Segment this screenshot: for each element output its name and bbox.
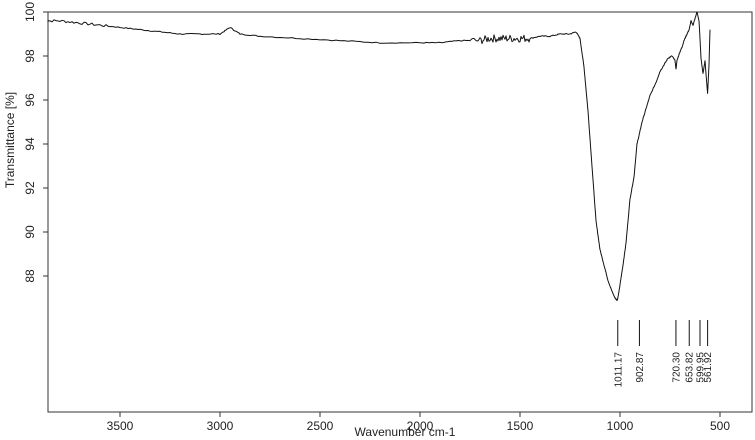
peak-label: 902.87 [635,352,646,383]
spectrum-line [47,11,711,302]
peak-label: 561.92 [703,352,714,383]
x-tick-label: 2500 [307,419,334,433]
x-axis-title: Wavenumber cm-1 [355,425,456,439]
x-tick-label: 3000 [207,419,234,433]
y-tick-label: 96 [23,93,37,107]
peak-label: 720.30 [671,352,682,383]
y-axis: 88 90 92 94 96 98 100 [23,2,48,283]
y-tick-label: 92 [23,181,37,195]
x-tick-label: 3500 [107,419,134,433]
y-tick-label: 98 [23,49,37,63]
x-axis: 3500 3000 2500 2000 1500 1000 500 [107,412,730,433]
peak-label: 1011.17 [613,352,624,388]
x-tick-label: 2000 [407,419,434,433]
y-tick-label: 100 [23,2,37,22]
x-tick-label: 500 [710,419,730,433]
y-tick-label: 88 [23,269,37,283]
y-tick-label: 94 [23,137,37,151]
peak-label: 599.95 [696,352,707,383]
x-tick-label: 1500 [507,419,534,433]
y-axis-title: Transmittance [%] [3,92,17,188]
peak-label: 653.82 [685,352,696,383]
plot-frame [47,11,753,413]
y-tick-label: 90 [23,225,37,239]
x-tick-label: 1000 [607,419,634,433]
